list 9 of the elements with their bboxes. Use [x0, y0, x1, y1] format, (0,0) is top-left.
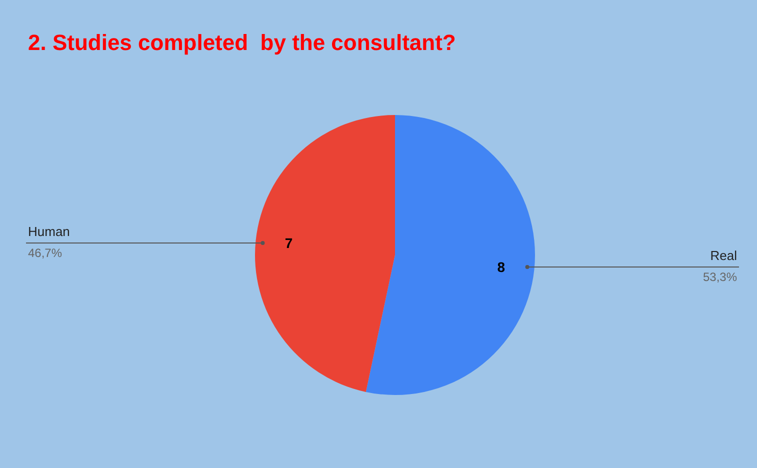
text: 46,7%: [28, 246, 62, 260]
data-label: 8: [497, 259, 506, 275]
pie-slice: [255, 115, 395, 392]
chart-title: 2. Studies completed by the consultant?: [28, 30, 456, 56]
text: 53,3%: [702, 270, 738, 284]
slice-label: Human: [28, 224, 70, 239]
data-label: 7: [284, 235, 293, 251]
pie-slice: [366, 115, 535, 395]
slice-label: Real: [710, 248, 738, 263]
